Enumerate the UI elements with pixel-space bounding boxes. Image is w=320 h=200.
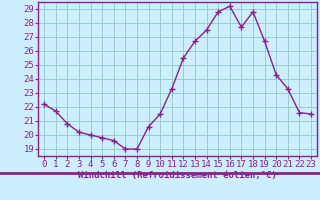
X-axis label: Windchill (Refroidissement éolien,°C): Windchill (Refroidissement éolien,°C): [78, 171, 277, 180]
